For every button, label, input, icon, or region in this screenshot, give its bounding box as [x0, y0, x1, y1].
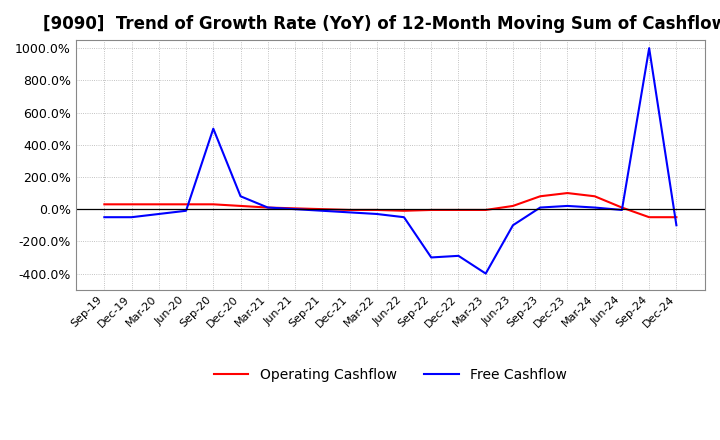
Legend: Operating Cashflow, Free Cashflow: Operating Cashflow, Free Cashflow	[208, 363, 572, 388]
Operating Cashflow	[100, 202, 109, 207]
Free Cashflow	[291, 206, 300, 212]
Free Cashflow	[400, 215, 408, 220]
Free Cashflow	[345, 210, 354, 215]
Free Cashflow	[372, 211, 381, 216]
Free Cashflow	[536, 205, 544, 210]
Free Cashflow	[209, 126, 217, 131]
Operating Cashflow	[264, 205, 272, 210]
Operating Cashflow	[672, 215, 680, 220]
Free Cashflow	[127, 215, 136, 220]
Line: Free Cashflow: Free Cashflow	[104, 48, 676, 274]
Free Cashflow	[508, 223, 517, 228]
Operating Cashflow	[427, 207, 436, 213]
Operating Cashflow	[400, 208, 408, 213]
Operating Cashflow	[127, 202, 136, 207]
Free Cashflow	[100, 215, 109, 220]
Title: [9090]  Trend of Growth Rate (YoY) of 12-Month Moving Sum of Cashflows: [9090] Trend of Growth Rate (YoY) of 12-…	[43, 15, 720, 33]
Line: Operating Cashflow: Operating Cashflow	[104, 193, 676, 217]
Free Cashflow	[618, 207, 626, 213]
Operating Cashflow	[372, 207, 381, 213]
Operating Cashflow	[590, 194, 599, 199]
Free Cashflow	[155, 211, 163, 216]
Operating Cashflow	[155, 202, 163, 207]
Operating Cashflow	[536, 194, 544, 199]
Operating Cashflow	[645, 215, 654, 220]
Free Cashflow	[318, 208, 327, 213]
Operating Cashflow	[291, 206, 300, 211]
Operating Cashflow	[236, 203, 245, 209]
Free Cashflow	[427, 255, 436, 260]
Free Cashflow	[482, 271, 490, 276]
Free Cashflow	[454, 253, 463, 258]
Free Cashflow	[181, 208, 190, 213]
Operating Cashflow	[181, 202, 190, 207]
Free Cashflow	[264, 205, 272, 210]
Operating Cashflow	[563, 191, 572, 196]
Operating Cashflow	[345, 207, 354, 213]
Free Cashflow	[563, 203, 572, 209]
Operating Cashflow	[618, 205, 626, 210]
Operating Cashflow	[508, 203, 517, 209]
Operating Cashflow	[482, 207, 490, 213]
Operating Cashflow	[454, 207, 463, 213]
Free Cashflow	[645, 45, 654, 51]
Operating Cashflow	[318, 206, 327, 212]
Free Cashflow	[590, 205, 599, 210]
Free Cashflow	[672, 223, 680, 228]
Operating Cashflow	[209, 202, 217, 207]
Free Cashflow	[236, 194, 245, 199]
